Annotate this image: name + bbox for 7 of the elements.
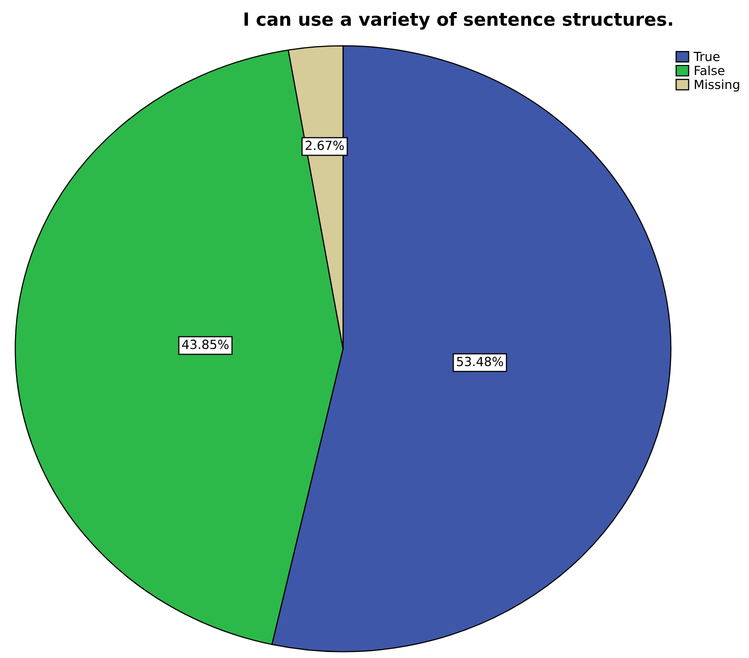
- data-label: 53.48%: [457, 356, 504, 366]
- legend-label: True: [694, 52, 720, 62]
- data-label: 2.67%: [306, 140, 344, 150]
- chart-title: I can use a variety of sentence structures.: [244, 12, 672, 30]
- legend-label: False: [694, 65, 724, 76]
- legend-label: Missing: [694, 79, 740, 92]
- data-label: 43.85%: [182, 340, 229, 350]
